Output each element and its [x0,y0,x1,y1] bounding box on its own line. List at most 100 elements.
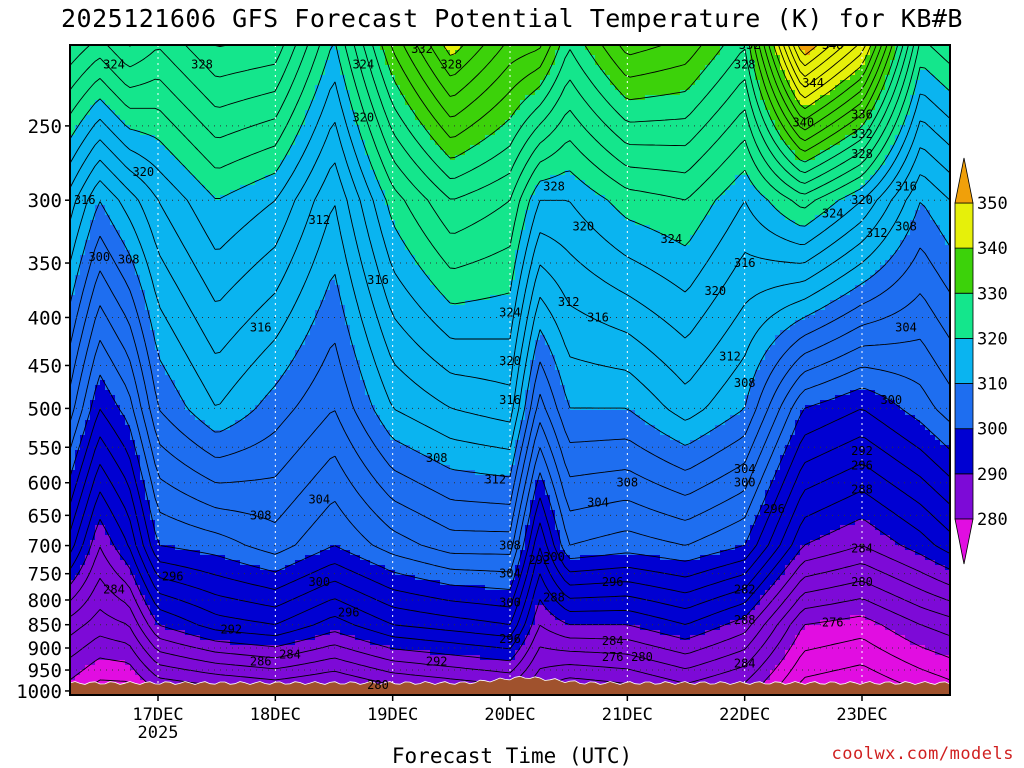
contour-label: 332 [851,127,873,141]
contour-label: 320 [851,193,873,207]
contour-label: 324 [660,232,682,246]
contour-label: 320 [499,354,521,368]
contour-label: 280 [851,575,873,589]
contour-label: 312 [866,226,888,240]
contour-label: 316 [367,273,389,287]
contour-label: 300 [88,250,110,264]
colorbar-label: 330 [977,284,1008,304]
x-tick-label: 18DEC [250,705,301,725]
contour-label: 324 [352,57,374,71]
contour-label: 300 [880,393,902,407]
contour-label: 304 [499,567,521,581]
contour-label: 312 [719,349,741,363]
y-tick-label: 800 [28,590,62,612]
y-tick-label: 750 [28,564,62,586]
y-tick-label: 450 [28,356,62,378]
x-tick-label: 21DEC [602,705,653,725]
x-tick-label: 17DEC [132,705,183,725]
colorbar-label: 340 [977,239,1008,259]
contour-label: 316 [587,311,609,325]
contour-label: 324 [822,207,844,221]
contour-label: 292 [851,444,873,458]
contour-label: 340 [792,116,814,130]
contour-label: 300 [308,575,330,589]
y-tick-label: 900 [28,638,62,660]
y-tick-label: 250 [28,116,62,138]
contour-label: 320 [572,220,594,234]
contour-label: 296 [499,632,521,646]
contour-label: 296 [851,458,873,472]
contour-label: 316 [250,321,272,335]
contour-label: 284 [734,657,756,671]
y-tick-label: 600 [28,473,62,495]
y-tick-label: 850 [28,615,62,637]
colorbar-label: 310 [977,375,1008,395]
y-axis: 250 300 350 400 450 500 550 600 650 700 750 800 8509… [16,116,70,703]
y-tick-label: 1000 [16,681,62,703]
y-tick-label: 550 [28,437,62,459]
contour-label: 304 [895,321,917,335]
contour-label: 316 [734,256,756,270]
y-tick-label: 350 [28,253,62,275]
contour-label: 308 [118,253,140,267]
contour-label: 304 [734,462,756,476]
contour-label: 320 [132,165,154,179]
contour-label: 312 [484,472,506,486]
colorbar-label: 350 [977,194,1008,214]
colorbar-label: 290 [977,465,1008,485]
contour-label: 296 [162,569,184,583]
credit-text: coolwx.com/models [832,744,1015,764]
contour-label: 288 [851,483,873,497]
contour-label: 344 [802,76,824,90]
contour-label: 296 [338,606,360,620]
contour-label: 284 [602,634,624,648]
x-tick-label: 23DEC [836,705,887,725]
contour-label: 280 [631,650,653,664]
colorbar-swatch [955,203,973,248]
contour-label: 308 [734,376,756,390]
contour-label: 284 [279,648,301,662]
contour-label: 336 [851,107,873,121]
contour-label: 304 [308,492,330,506]
colorbar-label: 320 [977,329,1008,349]
contour-label: 292 [426,654,448,668]
contour-label: 308 [426,451,448,465]
contour-label: 308 [499,539,521,553]
colorbar-min-arrow [955,519,973,564]
colorbar-swatch [955,248,973,293]
contour-label: 328 [734,57,756,71]
y-tick-label: 500 [28,398,62,420]
x-tick-label: 19DEC [367,705,418,725]
y-tick-label: 650 [28,505,62,527]
contour-label: 276 [822,615,844,629]
contour-label: 308 [895,220,917,234]
y-tick-label: 300 [28,190,62,212]
contour-label: 300 [734,476,756,490]
colorbar-swatch [955,429,973,474]
x-tick-sublabel: 2025 [138,723,179,743]
contour-label: 320 [704,284,726,298]
contour-label: 288 [734,613,756,627]
contour-label: 300 [499,596,521,610]
x-tick-label: 22DEC [719,705,770,725]
contour-label: 320 [352,111,374,125]
y-tick-label: 700 [28,536,62,558]
colorbar-label: 300 [977,420,1008,440]
contour-label: 312 [308,213,330,227]
contour-label: 308 [616,476,638,490]
colorbar-label: 280 [977,510,1008,530]
colorbar-swatch [955,338,973,383]
colorbar-swatch [955,474,973,519]
contour-label: 328 [440,57,462,71]
colorbar: 280 290 300 310 320 330 340 350 [955,158,1008,564]
contour-label: 292 [528,553,550,567]
y-tick-label: 400 [28,308,62,330]
contour-label: 286 [250,654,272,668]
contour-label: 324 [499,305,521,319]
contour-label: 328 [543,179,565,193]
contour-label: 284 [103,583,125,597]
contour-label: 328 [191,57,213,71]
contour-label: 276 [602,650,624,664]
